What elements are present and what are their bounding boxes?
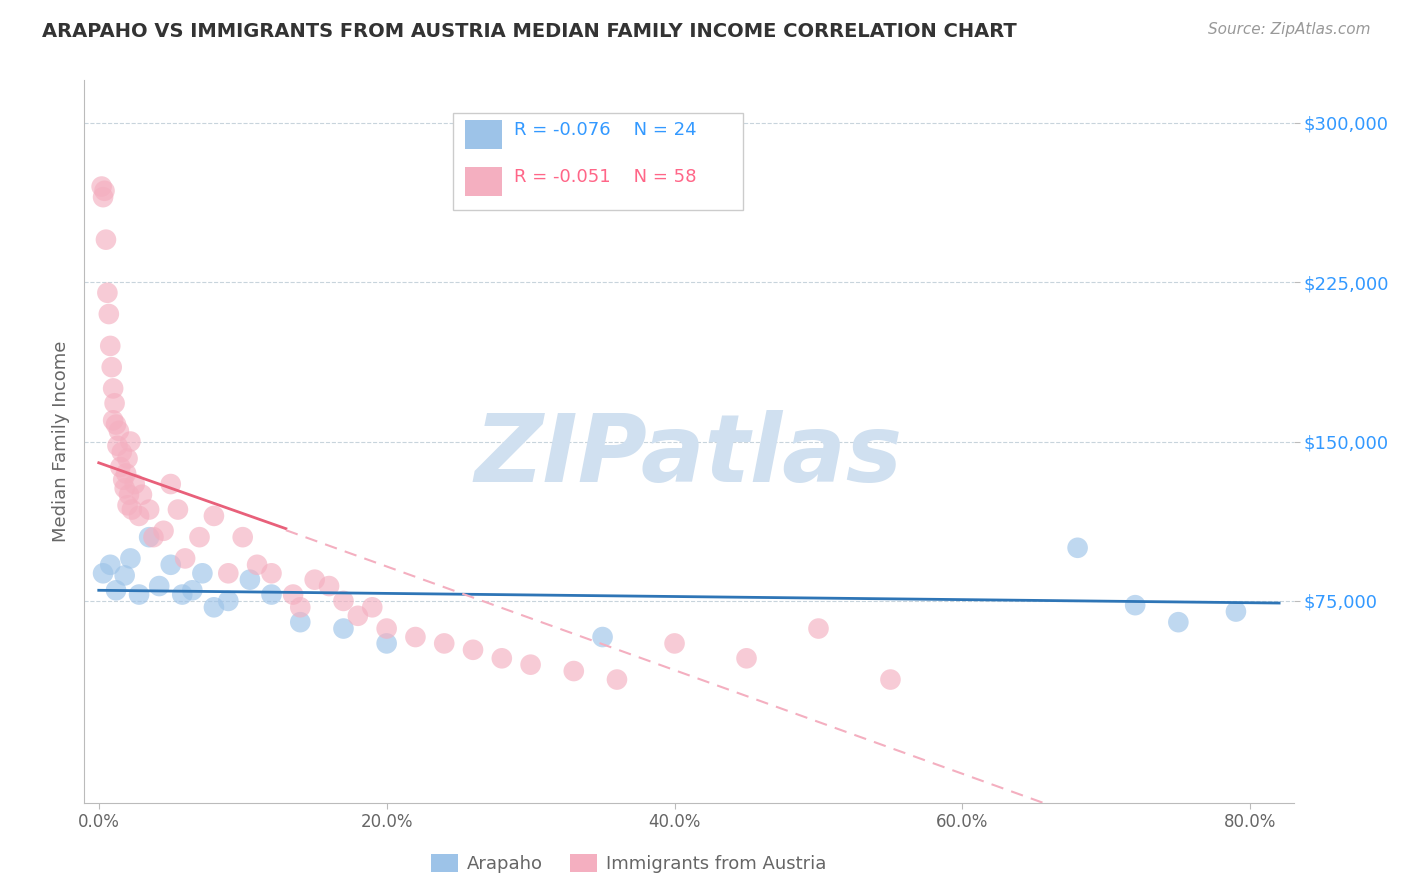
Point [138, 502, 160, 516]
Point [138, 530, 160, 544]
Point [117, 451, 139, 466]
FancyBboxPatch shape [465, 167, 502, 196]
Point [142, 530, 165, 544]
Point [121, 502, 143, 516]
Text: R = -0.076    N = 24: R = -0.076 N = 24 [513, 121, 696, 139]
Point [1167, 615, 1189, 630]
Text: ZIPatlas: ZIPatlas [475, 410, 903, 502]
Point [98, 339, 121, 353]
Point [281, 588, 304, 602]
Point [111, 445, 134, 459]
Point [148, 579, 170, 593]
Point [375, 636, 398, 650]
Point [1066, 541, 1088, 555]
Point [735, 651, 758, 665]
Point [90, 179, 112, 194]
Point [120, 551, 142, 566]
Point [114, 568, 136, 582]
Point [98, 558, 121, 572]
Point [519, 657, 541, 672]
Point [461, 642, 484, 657]
FancyBboxPatch shape [465, 120, 502, 149]
Point [491, 651, 513, 665]
Point [174, 551, 197, 566]
Point [91, 566, 114, 581]
Point [120, 434, 142, 449]
Point [404, 630, 426, 644]
Point [112, 473, 135, 487]
Point [105, 417, 128, 432]
Point [232, 530, 254, 544]
Point [97, 307, 120, 321]
Point [172, 588, 194, 602]
Point [128, 588, 150, 602]
Point [217, 566, 239, 581]
Point [115, 467, 138, 481]
Text: R = -0.051    N = 58: R = -0.051 N = 58 [513, 169, 696, 186]
Point [110, 460, 132, 475]
Point [246, 558, 269, 572]
Point [592, 630, 614, 644]
Point [124, 477, 146, 491]
Legend: Arapaho, Immigrants from Austria: Arapaho, Immigrants from Austria [423, 847, 834, 880]
Point [332, 622, 354, 636]
Point [202, 508, 225, 523]
Point [879, 673, 901, 687]
Point [361, 600, 384, 615]
Point [304, 573, 326, 587]
Point [108, 424, 131, 438]
Point [318, 579, 340, 593]
Point [159, 477, 181, 491]
Point [118, 488, 141, 502]
Point [260, 588, 283, 602]
Point [260, 566, 283, 581]
Text: ARAPAHO VS IMMIGRANTS FROM AUSTRIA MEDIAN FAMILY INCOME CORRELATION CHART: ARAPAHO VS IMMIGRANTS FROM AUSTRIA MEDIA… [42, 22, 1017, 41]
Point [101, 381, 124, 395]
Point [188, 530, 211, 544]
Point [131, 488, 153, 502]
Point [562, 664, 585, 678]
Point [217, 594, 239, 608]
Point [1123, 598, 1146, 612]
Point [128, 508, 150, 523]
Point [290, 615, 312, 630]
Y-axis label: Median Family Income: Median Family Income [52, 341, 70, 542]
Point [375, 622, 398, 636]
Point [104, 396, 127, 410]
Text: Source: ZipAtlas.com: Source: ZipAtlas.com [1208, 22, 1371, 37]
Point [152, 524, 174, 538]
Point [606, 673, 628, 687]
Point [202, 600, 225, 615]
Point [332, 594, 354, 608]
Point [107, 439, 129, 453]
Point [94, 233, 117, 247]
Point [114, 481, 136, 495]
Point [101, 413, 124, 427]
Point [96, 285, 118, 300]
Point [105, 583, 128, 598]
Point [239, 573, 262, 587]
Point [191, 566, 214, 581]
Point [181, 583, 204, 598]
Point [290, 600, 312, 615]
Point [91, 190, 114, 204]
Point [807, 622, 830, 636]
Point [93, 184, 115, 198]
Point [100, 360, 122, 375]
Point [433, 636, 456, 650]
Point [117, 498, 139, 512]
Point [664, 636, 686, 650]
Point [347, 608, 370, 623]
FancyBboxPatch shape [453, 112, 744, 211]
Point [1225, 605, 1247, 619]
Point [167, 502, 190, 516]
Point [159, 558, 181, 572]
